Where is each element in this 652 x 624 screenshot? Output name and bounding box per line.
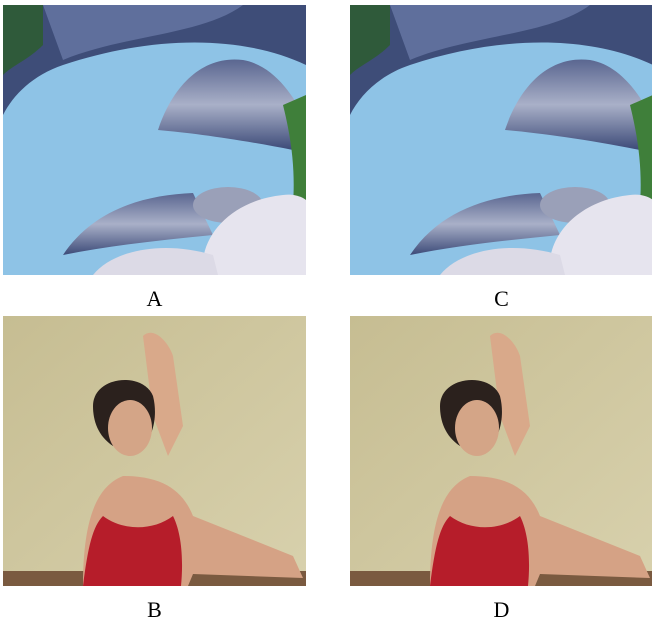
panel-label: D xyxy=(493,597,510,622)
panel-image xyxy=(350,316,652,586)
panel-image xyxy=(350,5,652,275)
panel-label: A xyxy=(146,286,163,311)
panel-label: C xyxy=(494,286,509,311)
panel-image xyxy=(3,316,306,586)
panel-label: B xyxy=(147,597,162,622)
panel-image xyxy=(3,5,306,275)
